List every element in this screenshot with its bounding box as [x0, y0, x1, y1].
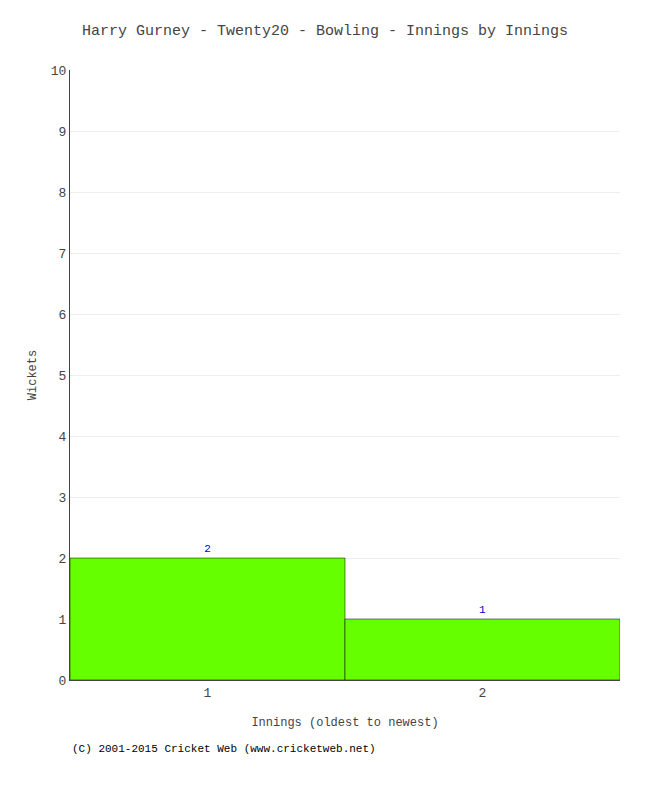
svg-text:5: 5: [59, 369, 67, 384]
svg-text:Wickets: Wickets: [26, 350, 40, 400]
svg-text:3: 3: [59, 491, 67, 506]
svg-text:4: 4: [59, 430, 67, 445]
svg-text:Innings (oldest to newest): Innings (oldest to newest): [251, 716, 438, 730]
svg-text:7: 7: [59, 247, 67, 262]
svg-text:0: 0: [59, 674, 67, 689]
svg-text:1: 1: [204, 686, 212, 701]
svg-text:Harry Gurney - Twenty20 - Bowl: Harry Gurney - Twenty20 - Bowling - Inni…: [82, 23, 568, 40]
svg-text:6: 6: [59, 308, 67, 323]
svg-text:8: 8: [59, 186, 67, 201]
svg-text:9: 9: [59, 125, 67, 140]
svg-text:1: 1: [59, 613, 67, 628]
svg-text:2: 2: [479, 686, 487, 701]
svg-text:2: 2: [204, 543, 211, 555]
svg-text:(C) 2001-2015 Cricket Web (www: (C) 2001-2015 Cricket Web (www.cricketwe…: [72, 743, 376, 755]
svg-text:2: 2: [59, 552, 67, 567]
svg-text:10: 10: [51, 64, 67, 79]
svg-text:1: 1: [479, 604, 486, 616]
